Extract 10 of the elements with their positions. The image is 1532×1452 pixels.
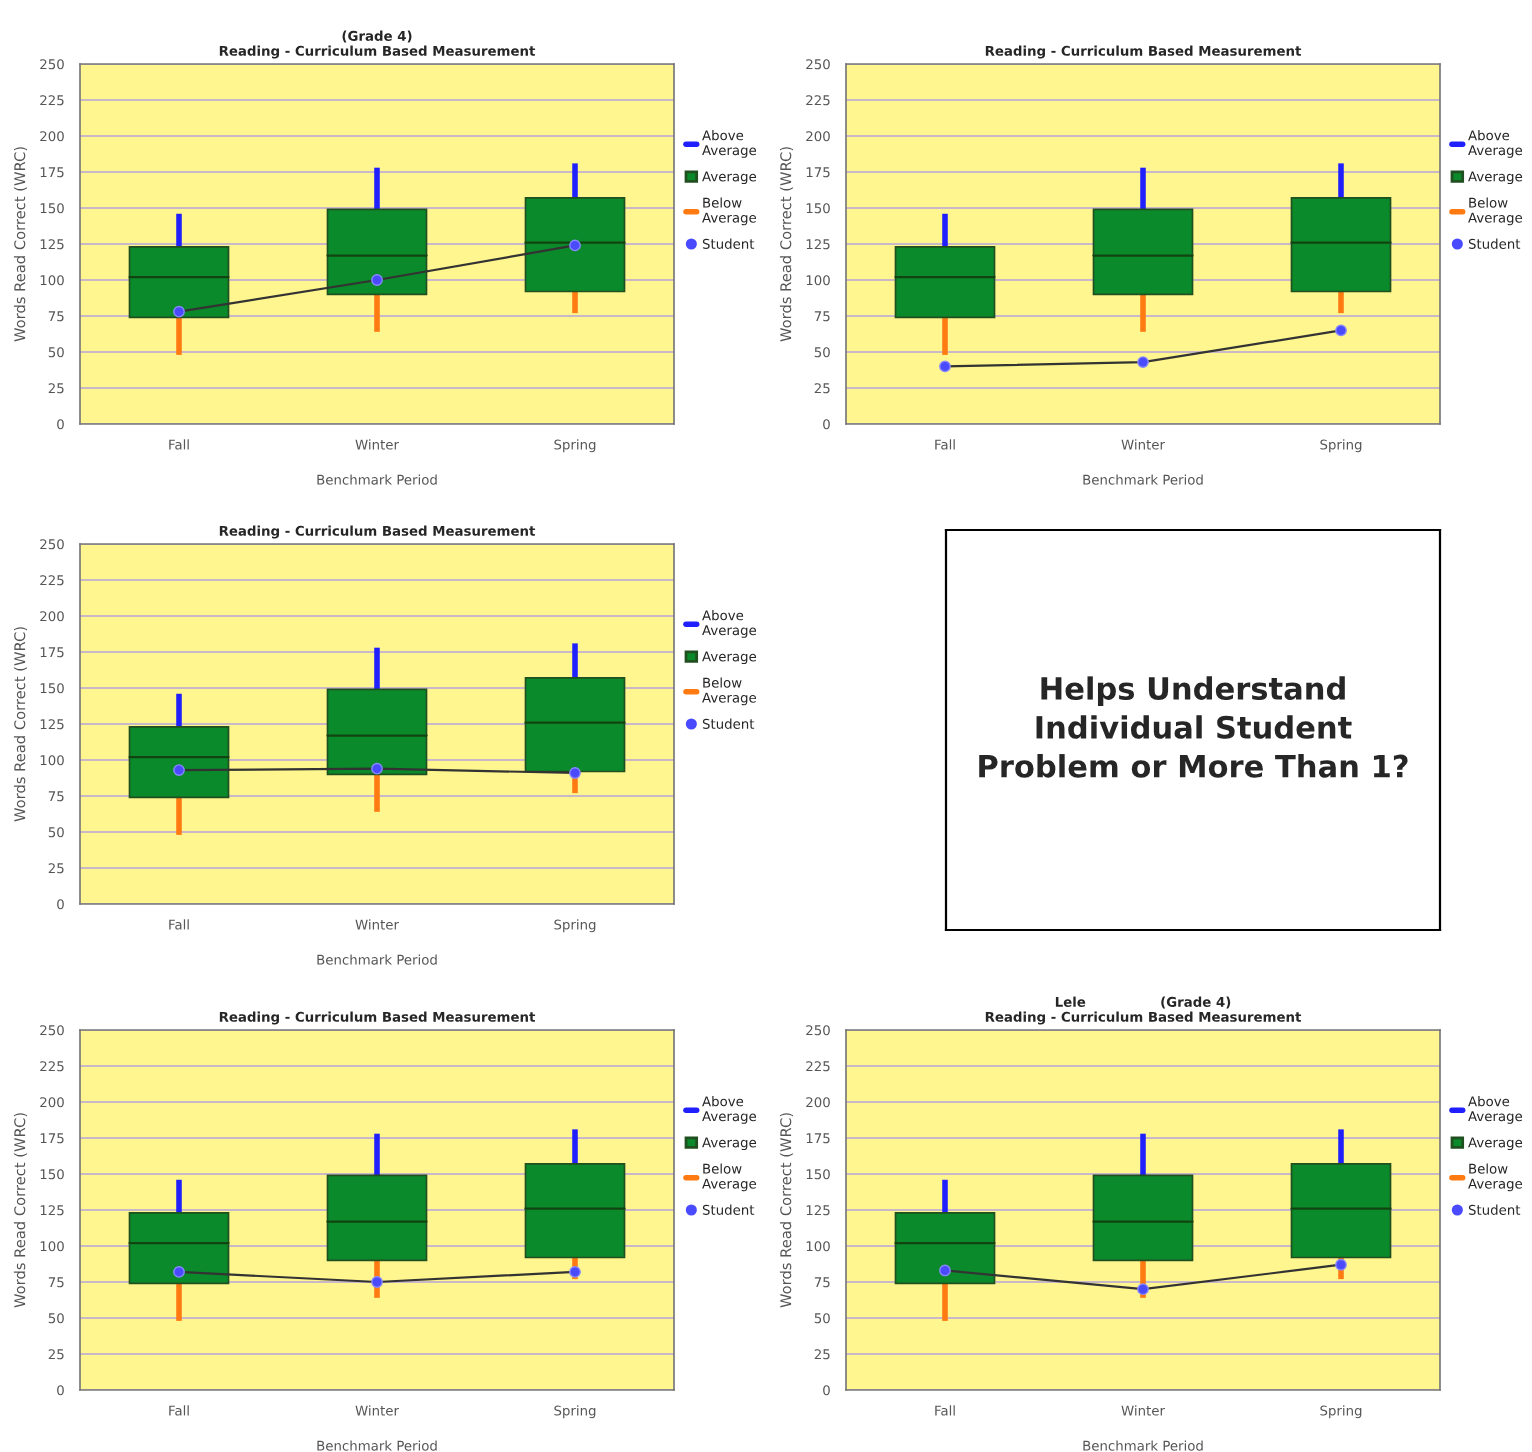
point — [939, 360, 951, 373]
text: Helps Understand Individual Student Problem or More Than 1? — [979, 676, 1408, 778]
point — [371, 274, 383, 286]
point — [569, 239, 581, 252]
point — [173, 305, 185, 318]
point — [1137, 356, 1149, 368]
point — [1335, 1258, 1347, 1271]
point — [939, 1264, 951, 1277]
point — [1137, 1283, 1149, 1296]
point — [1335, 324, 1347, 337]
